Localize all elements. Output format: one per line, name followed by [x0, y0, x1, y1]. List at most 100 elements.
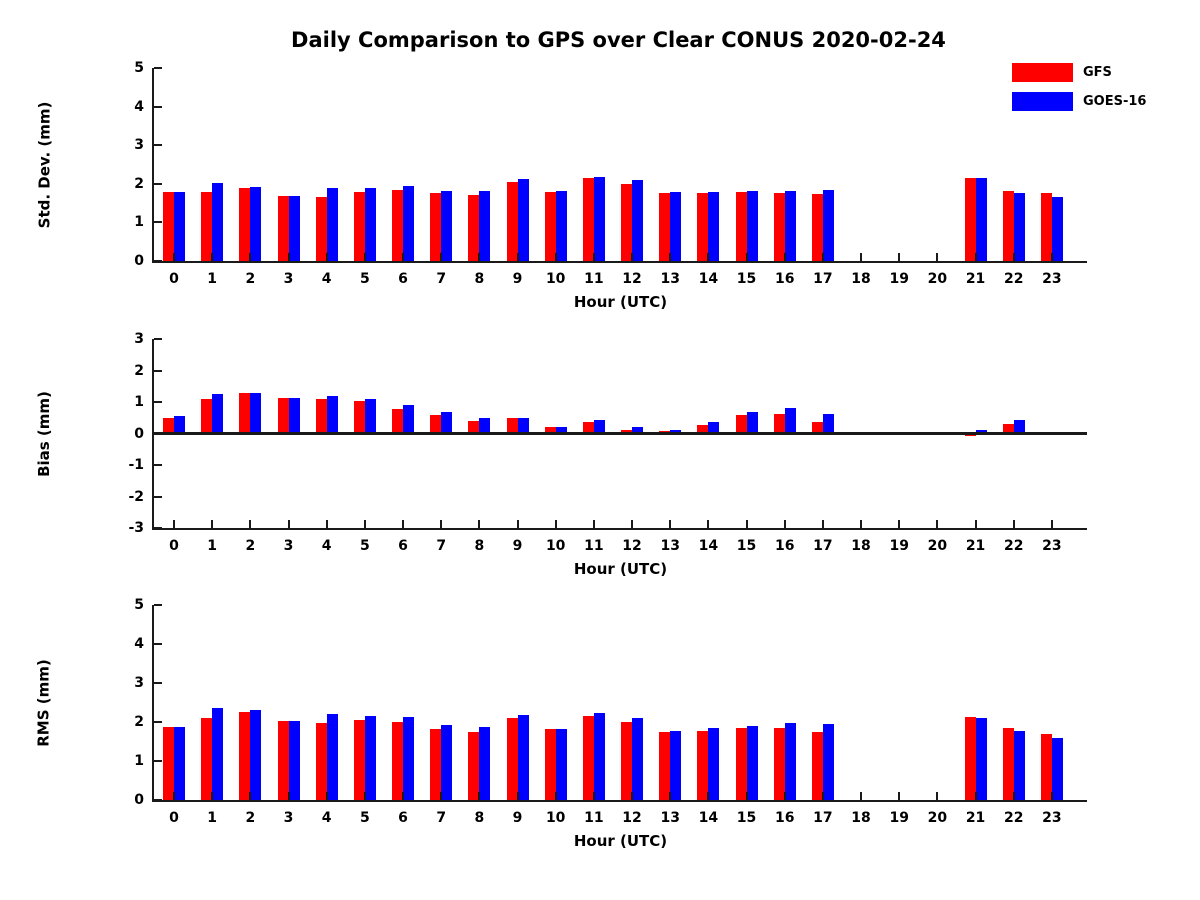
x-tick-label: 12 — [622, 810, 642, 826]
x-tick — [554, 792, 557, 800]
x-tick-label: 20 — [927, 271, 948, 287]
goes-16-bar-hour-4 — [326, 396, 338, 434]
y-tick-label: 0 — [134, 253, 144, 269]
y-tick — [154, 799, 162, 801]
x-tick-label: 19 — [889, 538, 909, 554]
gfs-bar-hour-8 — [468, 195, 480, 261]
y-axis-label: Bias (mm) — [32, 339, 56, 528]
x-tick — [707, 792, 710, 800]
x-tick — [898, 520, 901, 528]
gfs-bar-hour-4 — [315, 398, 327, 434]
x-tick — [783, 253, 786, 261]
goes-16-bar-hour-8 — [479, 726, 491, 800]
goes-16-bar-hour-11 — [593, 713, 605, 800]
goes-16-bar-hour-5 — [364, 399, 376, 434]
x-tick-label: 4 — [321, 271, 332, 287]
x-tick-label: 18 — [851, 271, 871, 287]
x-tick-label: 21 — [965, 538, 986, 554]
x-tick-label: 11 — [584, 538, 604, 554]
goes-16-bar-hour-14 — [708, 422, 720, 434]
goes-16-bar-hour-10 — [555, 426, 567, 434]
gfs-bar-hour-16 — [773, 727, 785, 800]
goes-16-bar-hour-22 — [1013, 193, 1025, 261]
x-tick-label: 8 — [474, 538, 485, 554]
goes-16-bar-hour-22 — [1013, 420, 1025, 434]
goes-16-bar-hour-6 — [403, 405, 415, 434]
x-tick-label: 13 — [660, 810, 680, 826]
x-tick — [631, 792, 634, 800]
goes-16-bar-hour-23 — [1051, 738, 1063, 800]
x-tick — [1012, 520, 1015, 528]
x-tick — [402, 520, 405, 528]
gfs-bar-hour-12 — [621, 183, 633, 261]
x-tick-label: 1 — [207, 810, 218, 826]
x-tick — [898, 792, 901, 800]
gfs-bar-hour-23 — [1040, 193, 1052, 261]
goes-16-bar-hour-22 — [1013, 730, 1025, 800]
x-tick — [592, 792, 595, 800]
x-tick — [631, 253, 634, 261]
x-tick — [211, 253, 214, 261]
y-tick-label: 5 — [134, 60, 144, 76]
y-tick-label: -3 — [128, 520, 144, 536]
legend-item-goes16: GOES-16 — [1012, 92, 1146, 111]
gfs-bar-hour-22 — [1002, 728, 1014, 800]
y-tick-label: 1 — [134, 214, 144, 231]
gfs-bar-hour-22 — [1002, 424, 1014, 434]
goes-16-bar-hour-3 — [288, 397, 300, 434]
x-tick — [249, 792, 252, 800]
plot-area: 0 1 2 3 4 5 0 1 2 3 4 5 6 7 8 9 10 11 12 13 14 15 16 17 18 19 20 21… — [35, 60, 1087, 311]
x-tick — [249, 520, 252, 528]
y-tick — [154, 721, 162, 723]
x-tick-label: 15 — [736, 271, 757, 287]
x-tick — [478, 253, 481, 261]
x-tick-label: 2 — [245, 810, 256, 826]
gfs-bar-hour-8 — [468, 420, 480, 434]
x-tick-label: 10 — [545, 538, 566, 554]
gfs-legend-label: GFS — [1083, 65, 1112, 80]
gfs-bar-hour-17 — [811, 731, 823, 800]
x-tick-label: 16 — [774, 538, 795, 554]
x-tick — [1050, 520, 1053, 528]
gfs-bar-hour-16 — [773, 192, 785, 261]
y-axis-label-text: Bias (mm) — [35, 390, 54, 477]
x-tick-label: 7 — [436, 271, 447, 287]
y-tick — [154, 527, 162, 529]
x-tick — [592, 520, 595, 528]
goes-16-bar-hour-6 — [403, 716, 415, 800]
x-tick — [287, 253, 290, 261]
gfs-bar-hour-21 — [964, 716, 976, 800]
gfs-bar-hour-13 — [659, 731, 671, 800]
y-axis-label-text: RMS (mm) — [35, 658, 54, 747]
legend-item-gfs: GFS — [1012, 63, 1146, 82]
x-tick — [898, 253, 901, 261]
x-tick — [325, 253, 328, 261]
x-tick-label: 2 — [245, 538, 256, 554]
x-tick-label: 23 — [1042, 810, 1062, 826]
goes-16-bar-hour-13 — [670, 429, 682, 434]
x-tick — [745, 792, 748, 800]
goes-16-bar-hour-16 — [784, 723, 796, 800]
y-tick — [154, 260, 162, 262]
goes-16-bar-hour-13 — [670, 192, 682, 261]
gfs-bar-hour-6 — [392, 189, 404, 261]
goes-16-bar-hour-0 — [174, 192, 185, 261]
y-tick — [154, 495, 162, 498]
goes-16-bar-hour-17 — [822, 724, 834, 800]
gfs-bar-hour-11 — [582, 178, 594, 261]
y-axis-label: RMS (mm) — [32, 605, 56, 800]
y-tick — [154, 464, 162, 466]
y-tick — [154, 144, 162, 147]
x-tick-label: 0 — [169, 271, 179, 287]
x-tick — [440, 253, 443, 261]
x-tick-label: 21 — [965, 810, 986, 826]
y-tick-label: 3 — [134, 331, 144, 347]
y-tick — [154, 643, 162, 645]
x-tick-label: 0 — [169, 810, 179, 826]
goes-16-bar-hour-0 — [174, 726, 185, 800]
x-tick-label: 8 — [474, 810, 485, 826]
x-tick — [440, 520, 443, 528]
goes-16-bar-hour-8 — [479, 191, 491, 261]
x-tick — [860, 520, 863, 528]
goes-16-bar-hour-8 — [479, 418, 491, 434]
